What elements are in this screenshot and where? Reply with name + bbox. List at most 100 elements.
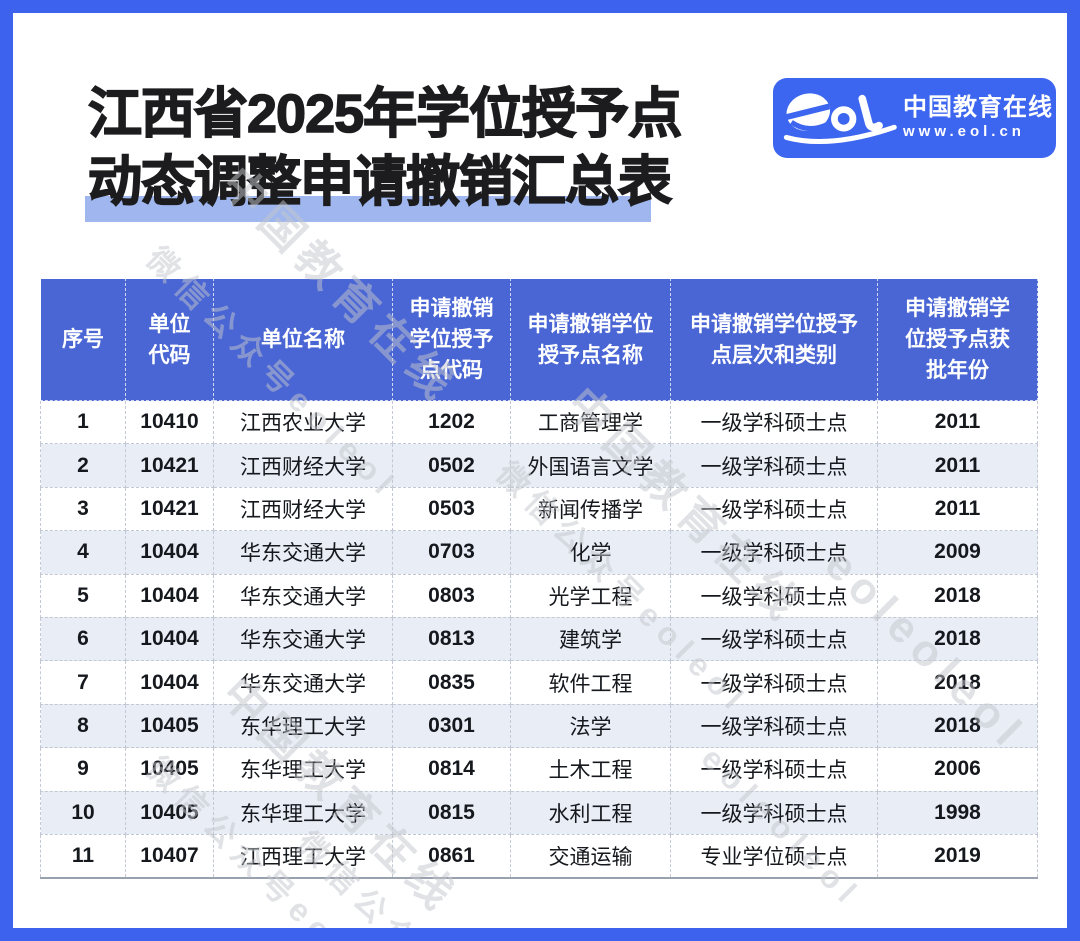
table-cell: 2018 bbox=[877, 616, 1038, 662]
table-cell: 软件工程 bbox=[510, 660, 671, 705]
table-row: 11 10407 江西理工大学 0861 交通运输 专业学位硕士点 2019 bbox=[40, 833, 1038, 879]
table-cell: 华东交通大学 bbox=[213, 616, 393, 662]
table-cell: 10421 bbox=[125, 443, 214, 488]
table-cell: 工商管理学 bbox=[510, 399, 671, 445]
table-cell: 10407 bbox=[125, 833, 214, 879]
table-cell: 外国语言文学 bbox=[510, 443, 671, 488]
table-cell: 10405 bbox=[125, 790, 214, 835]
table-cell: 0703 bbox=[392, 530, 511, 575]
table-cell: 0835 bbox=[392, 660, 511, 705]
table-cell: 2018 bbox=[877, 660, 1038, 705]
table-cell: 7 bbox=[40, 660, 126, 705]
table-cell: 一级学科硕士点 bbox=[670, 573, 878, 618]
table-cell: 5 bbox=[40, 573, 126, 618]
column-header: 单位 代码 bbox=[125, 278, 214, 401]
table-cell: 东华理工大学 bbox=[213, 790, 393, 835]
table-cell: 1998 bbox=[877, 790, 1038, 835]
eol-logo-badge: 中国教育在线 www.eol.cn bbox=[773, 78, 1056, 158]
table-cell: 10404 bbox=[125, 530, 214, 575]
table-row: 8 10405 东华理工大学 0301 法学 一级学科硕士点 2018 bbox=[40, 703, 1038, 749]
column-header: 申请撤销 学位授予 点代码 bbox=[392, 278, 511, 401]
table-cell: 水利工程 bbox=[510, 790, 671, 835]
table-cell: 一级学科硕士点 bbox=[670, 660, 878, 705]
title-line-2: 动态调整申请撤销汇总表 bbox=[87, 151, 673, 213]
table-cell: 一级学科硕士点 bbox=[670, 486, 878, 532]
table-cell: 2019 bbox=[877, 833, 1038, 879]
eol-logo-icon bbox=[783, 93, 897, 145]
table-cell: 4 bbox=[40, 530, 126, 575]
title-line-1: 江西省2025年学位授予点 bbox=[87, 83, 683, 145]
table-cell: 3 bbox=[40, 486, 126, 532]
summary-table: 序号 单位 代码 单位名称 申请撤销 学位授予 点代码 申请撤销学位 授予点名称 申请撤销… bbox=[40, 278, 1038, 879]
table-cell: 一级学科硕士点 bbox=[670, 703, 878, 749]
table-cell: 交通运输 bbox=[510, 833, 671, 879]
table-cell: 江西理工大学 bbox=[213, 833, 393, 879]
table-cell: 6 bbox=[40, 616, 126, 662]
table-cell: 2006 bbox=[877, 747, 1038, 792]
table-row: 6 10404 华东交通大学 0813 建筑学 一级学科硕士点 2018 bbox=[40, 616, 1038, 662]
table-row: 4 10404 华东交通大学 0703 化学 一级学科硕士点 2009 bbox=[40, 530, 1038, 575]
table-cell: 2018 bbox=[877, 573, 1038, 618]
table-cell: 一级学科硕士点 bbox=[670, 530, 878, 575]
table-cell: 东华理工大学 bbox=[213, 747, 393, 792]
table-cell: 东华理工大学 bbox=[213, 703, 393, 749]
table-cell: 0815 bbox=[392, 790, 511, 835]
table-cell: 0503 bbox=[392, 486, 511, 532]
column-header: 申请撤销学位授予 点层次和类别 bbox=[670, 278, 878, 401]
table-cell: 0861 bbox=[392, 833, 511, 879]
table-cell: 10404 bbox=[125, 573, 214, 618]
page-title: 江西省2025年学位授予点 动态调整申请撤销汇总表 bbox=[87, 80, 683, 216]
table-cell: 1 bbox=[40, 399, 126, 445]
table-cell: 10404 bbox=[125, 616, 214, 662]
table-cell: 0301 bbox=[392, 703, 511, 749]
table-cell: 建筑学 bbox=[510, 616, 671, 662]
table-cell: 一级学科硕士点 bbox=[670, 747, 878, 792]
table-cell: 一级学科硕士点 bbox=[670, 399, 878, 445]
table-cell: 0813 bbox=[392, 616, 511, 662]
column-header: 申请撤销学 位授予点获 批年份 bbox=[877, 278, 1038, 401]
table-cell: 2011 bbox=[877, 399, 1038, 445]
table-cell: 0803 bbox=[392, 573, 511, 618]
logo-url: www.eol.cn bbox=[903, 123, 1025, 140]
table-cell: 0502 bbox=[392, 443, 511, 488]
table-cell: 2011 bbox=[877, 443, 1038, 488]
table-body: 1 10410 江西农业大学 1202 工商管理学 一级学科硕士点 2011 2 10421 江西… bbox=[40, 399, 1038, 879]
table-cell: 化学 bbox=[510, 530, 671, 575]
table-cell: 江西财经大学 bbox=[213, 486, 393, 532]
table-cell: 新闻传播学 bbox=[510, 486, 671, 532]
table-cell: 9 bbox=[40, 747, 126, 792]
table-cell: 土木工程 bbox=[510, 747, 671, 792]
table-cell: 10410 bbox=[125, 399, 214, 445]
table-cell: 江西财经大学 bbox=[213, 443, 393, 488]
table-row: 5 10404 华东交通大学 0803 光学工程 一级学科硕士点 2018 bbox=[40, 573, 1038, 618]
table-cell: 专业学位硕士点 bbox=[670, 833, 878, 879]
table-cell: 8 bbox=[40, 703, 126, 749]
table-cell: 法学 bbox=[510, 703, 671, 749]
table-cell: 华东交通大学 bbox=[213, 530, 393, 575]
table-cell: 光学工程 bbox=[510, 573, 671, 618]
column-header: 序号 bbox=[40, 278, 126, 401]
table-cell: 江西农业大学 bbox=[213, 399, 393, 445]
column-header: 单位名称 bbox=[213, 278, 393, 401]
table-cell: 1202 bbox=[392, 399, 511, 445]
table-cell: 一级学科硕士点 bbox=[670, 443, 878, 488]
table-cell: 10 bbox=[40, 790, 126, 835]
table-cell: 2018 bbox=[877, 703, 1038, 749]
table-cell: 10405 bbox=[125, 703, 214, 749]
table-row: 3 10421 江西财经大学 0503 新闻传播学 一级学科硕士点 2011 bbox=[40, 486, 1038, 532]
logo-brand-name: 中国教育在线 bbox=[903, 94, 1053, 121]
table-row: 2 10421 江西财经大学 0502 外国语言文学 一级学科硕士点 2011 bbox=[40, 443, 1038, 488]
table-row: 9 10405 东华理工大学 0814 土木工程 一级学科硕士点 2006 bbox=[40, 747, 1038, 792]
column-header: 申请撤销学位 授予点名称 bbox=[510, 278, 671, 401]
table-cell: 10421 bbox=[125, 486, 214, 532]
table-row: 10 10405 东华理工大学 0815 水利工程 一级学科硕士点 1998 bbox=[40, 790, 1038, 835]
table-cell: 2 bbox=[40, 443, 126, 488]
table-cell: 华东交通大学 bbox=[213, 573, 393, 618]
table-cell: 一级学科硕士点 bbox=[670, 790, 878, 835]
table-cell: 0814 bbox=[392, 747, 511, 792]
table-header-row: 序号 单位 代码 单位名称 申请撤销 学位授予 点代码 申请撤销学位 授予点名称 申请撤销… bbox=[40, 278, 1038, 401]
table-cell: 10405 bbox=[125, 747, 214, 792]
table-cell: 华东交通大学 bbox=[213, 660, 393, 705]
table-cell: 2011 bbox=[877, 486, 1038, 532]
